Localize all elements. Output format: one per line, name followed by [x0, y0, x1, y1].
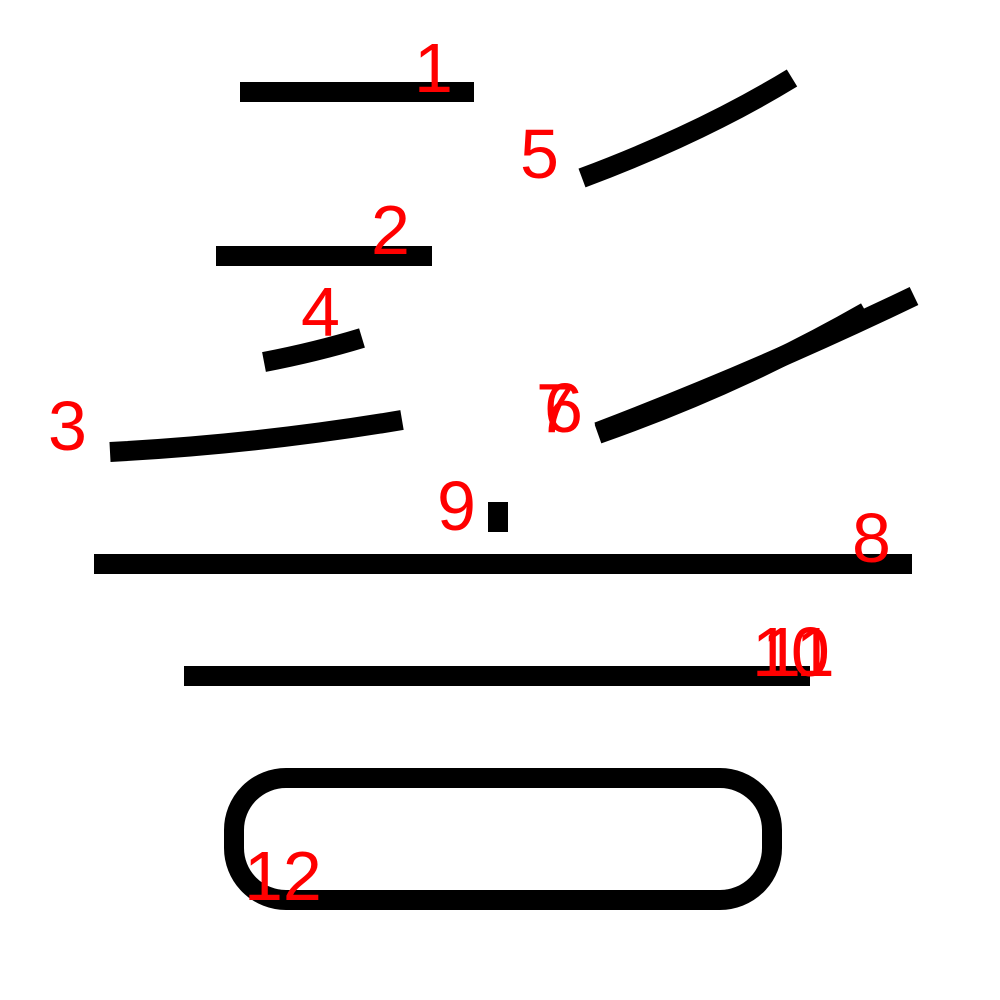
stroke-label-11: 11 [762, 613, 835, 691]
stroke-4 [262, 328, 365, 372]
stroke-label-4: 4 [301, 273, 340, 351]
stroke-label-3: 3 [48, 387, 87, 465]
stroke-5 [578, 69, 798, 188]
stroke-3 [109, 410, 404, 462]
stroke-label-7: 7 [536, 369, 575, 447]
stroke-label-12: 12 [244, 837, 322, 915]
stroke-label-2: 2 [371, 191, 410, 269]
stroke-label-6: 6 [544, 369, 583, 447]
stroke-label-9: 9 [437, 467, 476, 545]
stroke-12 [224, 768, 782, 910]
stroke-label-5: 5 [520, 115, 559, 193]
stroke-label-8: 8 [852, 499, 891, 577]
stroke-label-1: 1 [414, 29, 453, 107]
stroke-label-10: 10 [752, 613, 830, 691]
stroke-7 [594, 286, 919, 442]
